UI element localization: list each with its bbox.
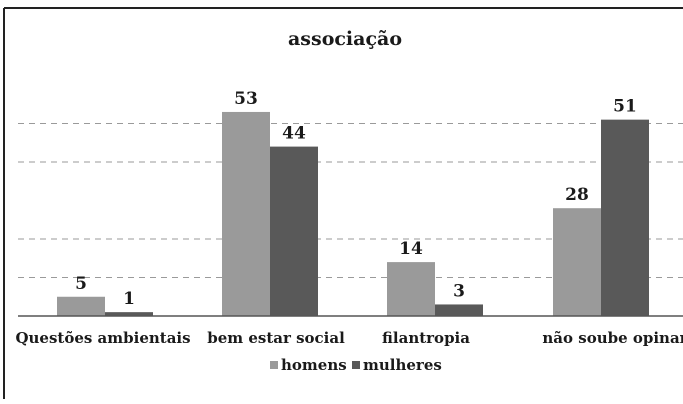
category-labels: Questões ambientais bem estar social filan… [15,329,683,347]
legend: homens mulheres [270,356,442,374]
data-labels: 5 53 14 28 1 44 3 51 [75,89,637,309]
legend-label-homens: homens [281,356,347,374]
data-label-mulheres-0: 1 [123,289,135,309]
data-label-homens-3: 28 [565,185,589,205]
bars [57,111,649,317]
bar-mulheres-1 [270,146,318,316]
category-label-1: bem estar social [207,329,345,347]
bar-homens-0 [57,296,105,316]
category-label-3: não soube opinar [542,329,683,347]
bar-mulheres-2 [435,304,483,316]
chart-title: associação [288,28,402,50]
bar-mulheres-0 [105,312,153,316]
legend-swatch-mulheres [352,361,360,369]
legend-swatch-homens [270,361,278,369]
category-label-2: filantropia [382,329,470,347]
category-label-0: Questões ambientais [15,329,190,347]
bar-homens-1 [222,111,270,316]
data-label-homens-0: 5 [75,274,87,294]
bar-homens-3 [553,208,601,316]
data-label-homens-2: 14 [399,239,423,259]
data-label-homens-1: 53 [234,89,258,109]
legend-label-mulheres: mulheres [363,356,442,374]
bar-homens-2 [387,262,435,316]
data-label-mulheres-2: 3 [453,281,465,301]
data-label-mulheres-1: 44 [282,124,306,144]
data-label-mulheres-3: 51 [613,97,637,117]
bar-mulheres-3 [601,119,649,317]
